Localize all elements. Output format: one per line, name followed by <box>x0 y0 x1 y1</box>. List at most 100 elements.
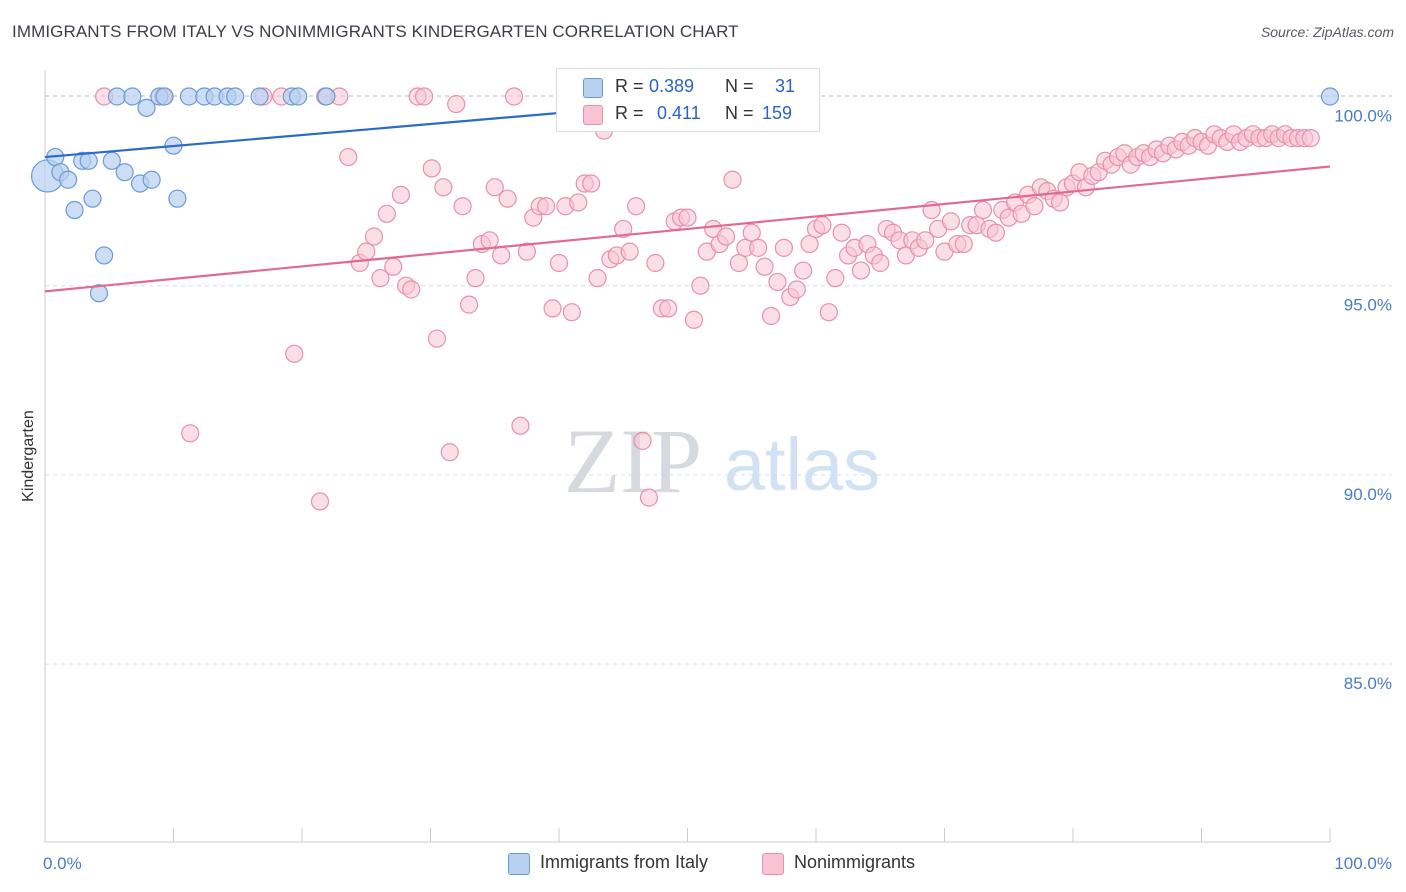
point-nonimmigrants <box>626 197 646 216</box>
point-nonimmigrants <box>761 306 781 326</box>
point-nonimmigrants <box>742 223 761 242</box>
bottom-legend-label: Nonimmigrants <box>794 852 916 872</box>
point-nonimmigrants <box>549 253 569 273</box>
point-nonimmigrants <box>504 87 524 106</box>
point-nonimmigrants <box>691 276 710 295</box>
bottom-legend: Immigrants from Italy Nonimmigrants <box>0 852 1406 878</box>
watermark: ZIP atlas <box>564 410 880 512</box>
point-nonimmigrants <box>447 94 466 114</box>
point-nonimmigrants <box>492 246 511 265</box>
point-nonimmigrants <box>511 416 530 435</box>
point-immigrants-from-italy <box>107 87 127 106</box>
series-nonimmigrants <box>95 87 1320 511</box>
point-immigrants-from-italy <box>179 87 199 106</box>
point-nonimmigrants <box>716 227 736 246</box>
point-nonimmigrants <box>384 257 403 276</box>
legend-row-nonimmigrants: R = 0.411 N = 159 <box>557 101 819 127</box>
point-immigrants-from-italy <box>168 189 187 208</box>
point-nonimmigrants <box>973 200 993 220</box>
point-nonimmigrants <box>1301 129 1320 148</box>
point-nonimmigrants <box>954 234 973 254</box>
point-immigrants-from-italy <box>137 98 156 117</box>
point-nonimmigrants <box>588 269 607 288</box>
point-nonimmigrants <box>684 310 704 329</box>
point-nonimmigrants <box>371 269 390 288</box>
legend-r-value: 0.389 <box>649 76 695 96</box>
point-nonimmigrants <box>466 269 485 288</box>
point-nonimmigrants <box>364 227 384 246</box>
legend-r-label: R = <box>615 103 644 123</box>
point-immigrants-from-italy <box>123 87 142 106</box>
point-immigrants-from-italy <box>226 87 245 106</box>
point-nonimmigrants <box>543 299 562 318</box>
point-nonimmigrants <box>620 242 639 261</box>
watermark-atlas: atlas <box>724 423 880 506</box>
point-nonimmigrants <box>310 492 330 511</box>
legend-r-label: R = <box>615 76 644 96</box>
point-nonimmigrants <box>826 269 845 288</box>
point-immigrants-from-italy <box>250 87 269 106</box>
tick-labels: 100.0% 95.0% 90.0% 85.0% 0.0% 100.0% <box>43 106 1392 873</box>
point-nonimmigrants <box>916 231 935 250</box>
legend-box: R = 0.389 N = 31 R = 0.411 N = 159 <box>556 68 820 132</box>
point-nonimmigrants <box>485 178 504 197</box>
point-nonimmigrants <box>440 443 459 462</box>
legend-n-value: 159 <box>762 103 793 123</box>
point-nonimmigrants <box>434 178 453 197</box>
point-nonimmigrants <box>181 424 200 443</box>
x-tick-label: 0.0% <box>43 854 82 873</box>
point-nonimmigrants <box>729 253 749 273</box>
point-nonimmigrants <box>453 197 472 216</box>
chart-title: IMMIGRANTS FROM ITALY VS NONIMMIGRANTS K… <box>12 22 739 41</box>
legend-swatch-pink <box>583 105 603 125</box>
point-nonimmigrants <box>986 223 1006 242</box>
y-tick-label: 85.0% <box>1344 674 1392 693</box>
point-immigrants-from-italy <box>317 87 336 106</box>
point-nonimmigrants <box>774 238 793 257</box>
legend-r-value: 0.411 <box>657 103 701 123</box>
point-nonimmigrants <box>800 234 819 254</box>
point-nonimmigrants <box>871 253 890 273</box>
point-immigrants-from-italy <box>83 189 102 208</box>
y-tick-label: 100.0% <box>1334 106 1392 125</box>
point-immigrants-from-italy <box>59 170 78 189</box>
point-nonimmigrants <box>749 238 768 257</box>
point-nonimmigrants <box>633 431 652 450</box>
point-immigrants-from-italy <box>155 87 174 106</box>
point-nonimmigrants <box>480 231 499 250</box>
point-immigrants-from-italy <box>289 87 308 106</box>
point-nonimmigrants <box>794 261 813 280</box>
point-nonimmigrants <box>537 197 556 216</box>
point-nonimmigrants <box>813 216 832 235</box>
point-nonimmigrants <box>562 303 581 322</box>
point-nonimmigrants <box>614 219 633 239</box>
point-nonimmigrants <box>391 185 411 204</box>
point-immigrants-from-italy <box>142 170 161 189</box>
axes <box>44 70 1331 843</box>
bottom-legend-swatch-blue <box>508 853 530 875</box>
point-nonimmigrants <box>1051 193 1070 212</box>
point-nonimmigrants <box>569 193 588 212</box>
point-immigrants-from-italy <box>65 200 84 220</box>
watermark-zip: ZIP <box>564 410 702 512</box>
point-nonimmigrants <box>1025 197 1044 216</box>
point-nonimmigrants <box>941 212 961 231</box>
point-nonimmigrants <box>285 344 304 363</box>
y-tick-label: 90.0% <box>1344 485 1392 504</box>
point-immigrants-from-italy <box>95 246 114 265</box>
legend-row-italy: R = 0.389 N = 31 <box>557 74 819 100</box>
y-tick-label: 95.0% <box>1344 296 1392 315</box>
trend-line-nonimmigrants <box>44 165 1331 293</box>
point-nonimmigrants <box>819 303 838 322</box>
source-label: Source: ZipAtlas.com <box>1260 24 1394 40</box>
point-nonimmigrants <box>851 261 871 280</box>
point-nonimmigrants <box>339 147 358 167</box>
bottom-legend-swatch-pink <box>762 853 784 875</box>
series-immigrants-from-italy <box>30 87 1340 303</box>
point-nonimmigrants <box>659 299 678 318</box>
point-immigrants-from-italy <box>89 284 109 303</box>
point-nonimmigrants <box>639 488 659 507</box>
y-axis-label: Kindergarten <box>20 410 37 502</box>
point-nonimmigrants <box>414 87 434 106</box>
